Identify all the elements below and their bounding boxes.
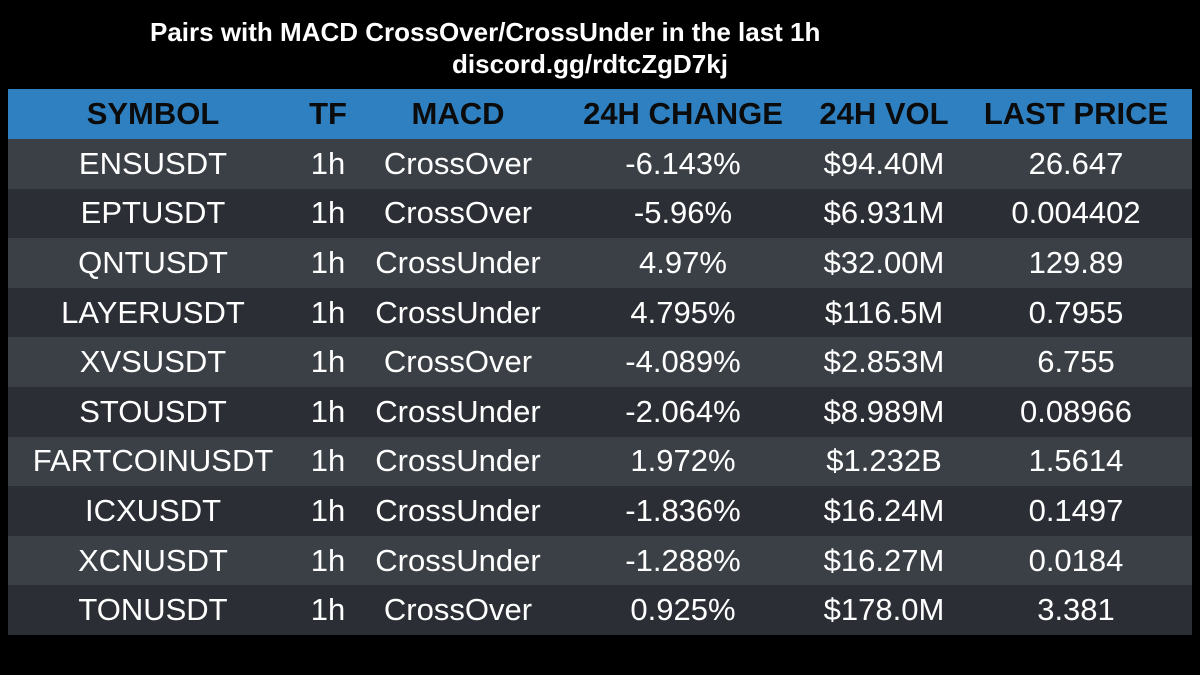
macd-cell: CrossUnder [375,294,541,330]
symbol-cell: LAYERUSDT [61,294,245,330]
symbol-cell: XCNUSDT [78,542,228,578]
table-body: ENSUSDT 1h CrossOver -6.143% $94.40M 26.647 EP… [8,139,1192,635]
macd-cell: CrossUnder [375,393,541,429]
table-row: ICXUSDT 1h CrossUnder -1.836% $16.24M 0.1497 [8,486,1192,536]
tf-cell: 1h [310,443,346,479]
column-header-symbol: SYMBOL [86,96,220,131]
table-row: XCNUSDT 1h CrossUnder -1.288% $16.27M 0.0184 [8,535,1192,586]
macd-cell: CrossUnder [375,443,541,479]
tf-cell: 1h [310,145,346,181]
volume-cell: $2.853M [823,344,945,380]
column-header-tf: TF [309,96,347,131]
change-cell: 4.795% [630,294,736,330]
table-row: QNTUSDT 1h CrossUnder 4.97% $32.00M 129.89 [8,238,1192,288]
column-header-macd: MACD [411,96,505,131]
macd-cell: CrossOver [383,592,533,628]
symbol-cell: TONUSDT [78,592,228,628]
discord-link[interactable]: discord.gg/rdtcZgD7kj [452,49,728,79]
change-cell: -4.089% [625,344,741,380]
volume-cell: $178.0M [823,592,945,628]
volume-cell: $32.00M [823,244,945,280]
price-cell: 0.0184 [1028,542,1124,578]
price-cell: 3.381 [1037,592,1115,628]
price-cell: 0.004402 [1011,195,1141,231]
macd-cell: CrossOver [383,195,533,231]
column-header-24h-vol: 24H VOL [819,96,949,131]
table-row: TONUSDT 1h CrossOver 0.925% $178.0M 3.381 [8,585,1192,635]
table-row: EPTUSDT 1h CrossOver -5.96% $6.931M 0.004402 [8,188,1192,239]
tf-cell: 1h [310,542,346,578]
tf-cell: 1h [310,244,346,280]
volume-cell: $94.40M [823,145,945,181]
tf-cell: 1h [310,294,346,330]
macd-cell: CrossUnder [375,244,541,280]
volume-cell: $16.24M [823,492,945,528]
price-cell: 129.89 [1028,244,1124,280]
table-row: LAYERUSDT 1h CrossUnder 4.795% $116.5M 0.7955 [8,287,1192,338]
column-header-last-price: LAST PRICE [983,96,1169,131]
volume-cell: $6.931M [823,195,945,231]
macd-cell: CrossUnder [375,492,541,528]
macd-cell: CrossOver [383,145,533,181]
macd-cell: CrossUnder [375,542,541,578]
symbol-cell: ENSUSDT [78,145,228,181]
price-cell: 0.08966 [1019,393,1133,429]
volume-cell: $8.989M [823,393,945,429]
change-cell: -1.836% [625,492,741,528]
change-cell: -2.064% [625,393,741,429]
symbol-cell: ICXUSDT [84,492,222,528]
table-header-row: SYMBOL TF MACD 24H CHANGE 24H VOL LAST P… [8,89,1192,139]
change-cell: -6.143% [625,145,741,181]
price-cell: 0.1497 [1028,492,1124,528]
macd-cell: CrossOver [383,344,533,380]
symbol-cell: XVSUSDT [79,344,227,380]
symbol-cell: EPTUSDT [80,195,226,231]
symbol-cell: QNTUSDT [78,244,228,280]
volume-cell: $1.232B [826,443,942,479]
price-cell: 1.5614 [1028,443,1124,479]
volume-cell: $16.27M [823,542,945,578]
page-title: Pairs with MACD CrossOver/CrossUnder in … [150,17,821,47]
pairs-table: SYMBOL TF MACD 24H CHANGE 24H VOL LAST P… [8,89,1192,635]
change-cell: 4.97% [639,244,727,280]
table-row: XVSUSDT 1h CrossOver -4.089% $2.853M 6.755 [8,337,1192,387]
change-cell: 1.972% [630,443,736,479]
table-row: STOUSDT 1h CrossUnder -2.064% $8.989M 0.08966 [8,386,1192,437]
tf-cell: 1h [310,492,346,528]
change-cell: -5.96% [633,195,733,231]
price-cell: 0.7955 [1028,294,1124,330]
tf-cell: 1h [310,592,346,628]
tf-cell: 1h [310,344,346,380]
tf-cell: 1h [310,393,346,429]
table-row: ENSUSDT 1h CrossOver -6.143% $94.40M 26.647 [8,139,1192,189]
change-cell: 0.925% [630,592,736,628]
table-row: FARTCOINUSDT 1h CrossUnder 1.972% $1.232B 1.5… [8,436,1192,487]
symbol-cell: FARTCOINUSDT [32,443,274,479]
tf-cell: 1h [310,195,346,231]
price-cell: 6.755 [1037,344,1115,380]
column-header-24h-change: 24H CHANGE [583,96,783,131]
price-cell: 26.647 [1028,145,1124,181]
change-cell: -1.288% [625,542,741,578]
symbol-cell: STOUSDT [79,393,227,429]
volume-cell: $116.5M [824,294,944,330]
